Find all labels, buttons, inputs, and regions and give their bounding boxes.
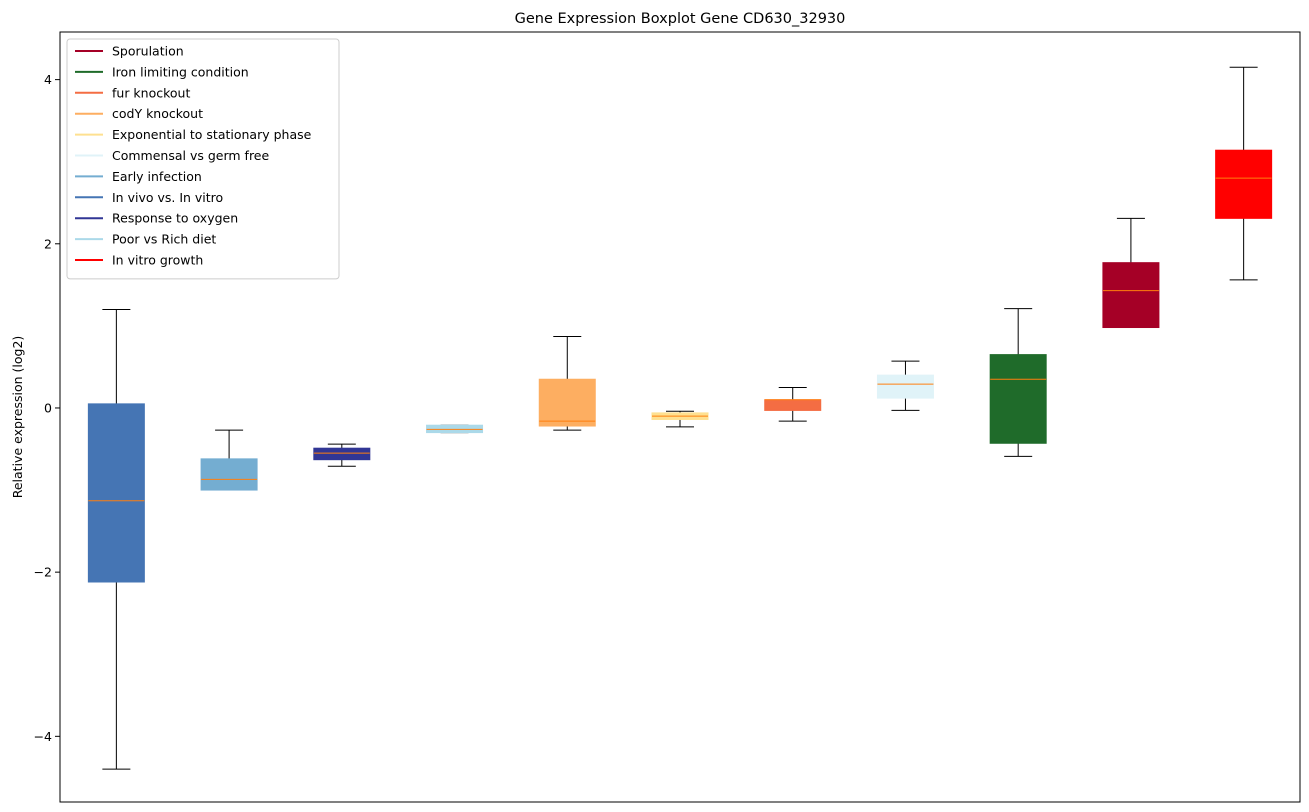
- legend-entry: Sporulation: [75, 44, 184, 59]
- legend-entry: Response to oxygen: [75, 211, 238, 226]
- legend-entry: Exponential to stationary phase: [75, 127, 312, 142]
- legend-box: [66, 38, 340, 280]
- box-9: [989, 308, 1047, 457]
- box-2: [200, 429, 258, 491]
- legend-entry: codY knockout: [75, 106, 203, 121]
- box-body: [764, 399, 822, 411]
- legend-label: Response to oxygen: [112, 211, 238, 226]
- y-tick-label: 4: [44, 72, 52, 87]
- box-body: [989, 354, 1047, 444]
- box-body: [313, 447, 371, 461]
- legend-label: fur knockout: [112, 85, 190, 100]
- box-6: [651, 410, 709, 428]
- box-body: [876, 374, 934, 399]
- legend-label: codY knockout: [112, 106, 203, 121]
- legend-label: In vitro growth: [112, 253, 203, 268]
- legend-entry: Poor vs Rich diet: [75, 232, 216, 247]
- box-10: [1102, 217, 1160, 329]
- box-3: [313, 443, 371, 467]
- y-tick-label: 2: [44, 236, 52, 251]
- box-1: [87, 308, 145, 770]
- legend-label: Iron limiting condition: [112, 64, 249, 79]
- legend-entry: Commensal vs germ free: [75, 148, 269, 163]
- box-5: [538, 336, 596, 431]
- y-tick-label: 0: [44, 400, 52, 415]
- legend-label: In vivo vs. In vitro: [112, 190, 223, 205]
- legend-label: Early infection: [112, 169, 202, 184]
- chart-title: Gene Expression Boxplot Gene CD630_32930: [515, 11, 846, 27]
- legend-label: Sporulation: [112, 44, 184, 59]
- legend-entry: Early infection: [75, 169, 202, 184]
- plot-frame: [59, 31, 1301, 803]
- box-body: [1102, 262, 1160, 329]
- box-8: [876, 360, 934, 411]
- legend-label: Commensal vs germ free: [112, 148, 269, 163]
- y-axis-label: Relative expression (log2): [10, 336, 25, 499]
- box-7: [764, 386, 822, 422]
- y-tick-label: −4: [34, 729, 52, 744]
- legend-entry: In vitro growth: [75, 253, 203, 268]
- legend-label: Poor vs Rich diet: [112, 232, 216, 247]
- box-body: [538, 378, 596, 427]
- box-body: [87, 403, 145, 583]
- legend-entry: fur knockout: [75, 85, 190, 100]
- plot-area: −4 −2 0 2 4: [34, 66, 1273, 770]
- box-4: [426, 424, 484, 434]
- box-body: [1215, 149, 1273, 219]
- y-tick-label: −2: [34, 565, 52, 580]
- legend-entry: In vivo vs. In vitro: [75, 190, 223, 205]
- legend: Sporulation Iron limiting condition fur kn…: [66, 38, 340, 280]
- box-11: [1215, 66, 1273, 281]
- legend-entry: Iron limiting condition: [75, 64, 249, 79]
- legend-label: Exponential to stationary phase: [112, 127, 312, 142]
- box-body: [200, 458, 258, 491]
